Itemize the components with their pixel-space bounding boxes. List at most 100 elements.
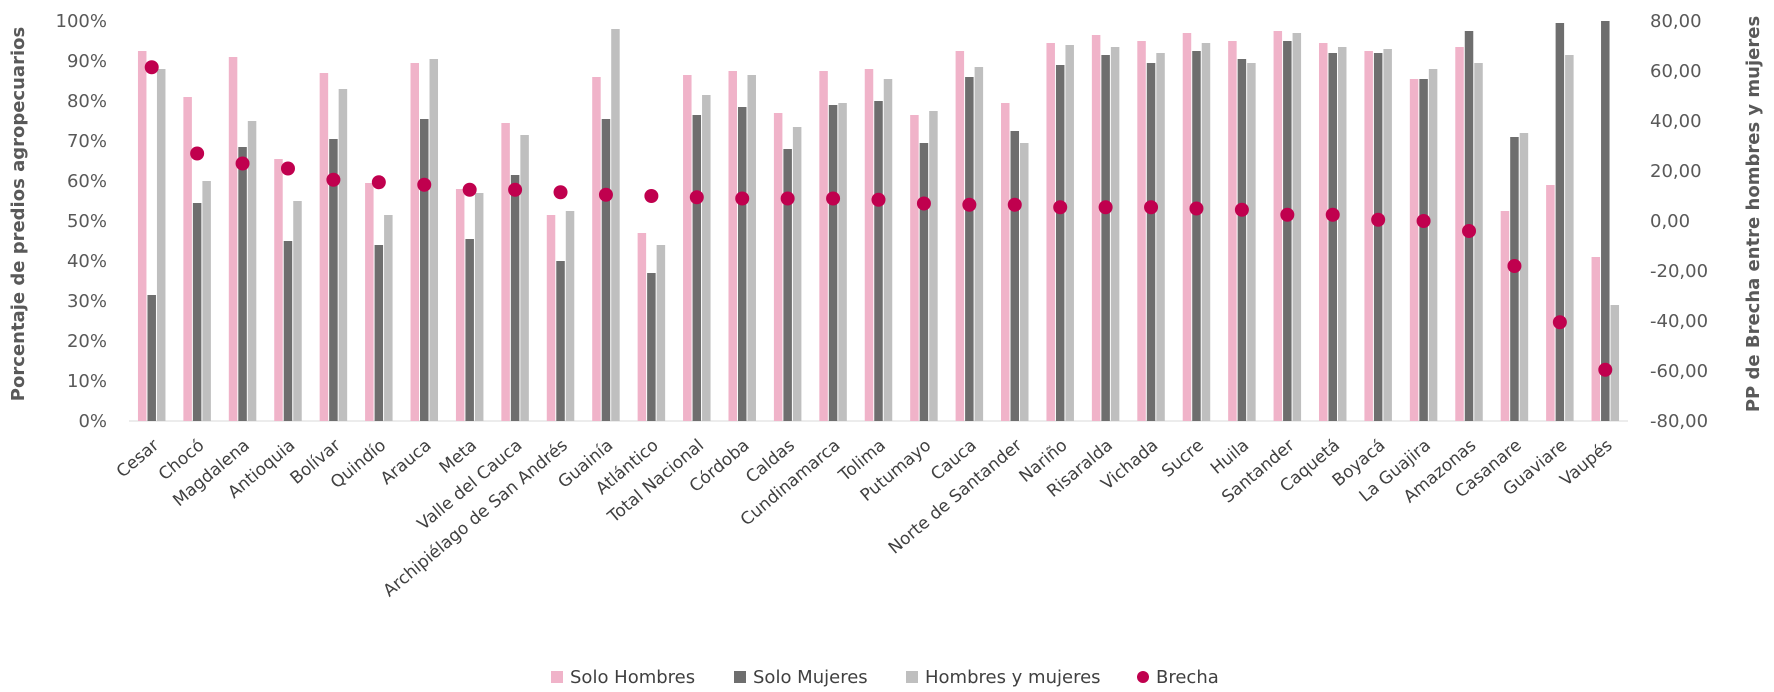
bar-solo-hombres	[228, 57, 238, 421]
bar-solo-hombres	[1591, 257, 1601, 421]
bar-solo-mujeres	[283, 241, 293, 421]
brecha-point	[144, 60, 159, 75]
bar-hombres-y-mujeres	[156, 69, 166, 421]
brecha-point	[962, 197, 977, 212]
legend-swatch	[906, 671, 918, 683]
brecha-point	[1416, 214, 1431, 228]
bar-hombres-y-mujeres	[883, 79, 893, 421]
brecha-point	[1053, 200, 1068, 215]
category-labels: CesarChocóMagdalenaAntioquiaBolívarQuind…	[113, 435, 1617, 601]
bar-solo-hombres	[365, 183, 374, 421]
bar-hombres-y-mujeres	[1065, 45, 1074, 421]
bar-hombres-y-mujeres	[1610, 305, 1620, 421]
bar-solo-hombres	[1364, 51, 1373, 421]
bar-solo-mujeres	[874, 101, 883, 421]
y2-axis-title: PP de Brecha entre hombres y mujeres	[1743, 16, 1764, 412]
bar-solo-hombres	[637, 233, 647, 421]
bar-solo-mujeres	[1055, 65, 1065, 421]
y2-tick-label: 0,00	[1650, 211, 1690, 232]
bar-solo-hombres	[137, 51, 147, 421]
bar-solo-mujeres	[465, 239, 474, 421]
brecha-point	[1007, 197, 1022, 212]
bar-solo-hombres	[1546, 185, 1555, 421]
bar-hombres-y-mujeres	[1565, 55, 1574, 421]
brecha-point	[280, 161, 295, 176]
brecha-point	[1325, 207, 1340, 222]
bar-hombres-y-mujeres	[656, 245, 666, 421]
bar-solo-hombres	[773, 113, 783, 421]
legend-swatch	[734, 671, 746, 683]
bar-solo-hombres	[455, 189, 465, 421]
bar-solo-mujeres	[556, 261, 565, 421]
bar-solo-mujeres	[329, 139, 338, 421]
bar-solo-hombres	[1182, 33, 1192, 421]
bar-hombres-y-mujeres	[1292, 33, 1302, 421]
brecha-point	[1189, 201, 1204, 216]
bar-solo-hombres	[819, 71, 828, 421]
bar-hombres-y-mujeres	[338, 89, 348, 421]
bar-hombres-y-mujeres	[1110, 47, 1120, 421]
bar-solo-mujeres	[1373, 53, 1383, 421]
bar-solo-mujeres	[374, 245, 384, 421]
category-label: Sucre	[1158, 436, 1208, 482]
brecha-point	[235, 156, 250, 171]
y2-tick-label: -40,00	[1650, 311, 1708, 332]
legend-label: Hombres y mujeres	[925, 667, 1101, 688]
bar-solo-mujeres	[1192, 51, 1201, 421]
brecha-point	[644, 189, 659, 203]
brecha-point	[371, 175, 386, 190]
bar-hombres-y-mujeres	[974, 67, 984, 421]
brecha-point	[1234, 202, 1249, 217]
bar-hombres-y-mujeres	[1201, 43, 1211, 421]
bar-hombres-y-mujeres	[474, 193, 484, 421]
bar-solo-hombres	[728, 71, 737, 421]
y-tick-label: 90%	[67, 51, 107, 72]
bar-solo-hombres	[1500, 211, 1510, 421]
bar-solo-hombres	[1273, 31, 1283, 421]
bar-solo-hombres	[1046, 43, 1055, 421]
bar-solo-mujeres	[783, 149, 792, 421]
bar-solo-mujeres	[147, 295, 156, 421]
bar-solo-hombres	[410, 63, 420, 421]
bar-solo-hombres	[1455, 47, 1464, 421]
brecha-point	[826, 191, 841, 206]
bar-solo-hombres	[1091, 35, 1101, 421]
points	[144, 60, 1613, 377]
bar-solo-hombres	[1318, 43, 1328, 421]
bar-solo-mujeres	[1237, 59, 1247, 421]
bar-solo-hombres	[955, 51, 965, 421]
category-label: Cesar	[113, 436, 163, 483]
bar-solo-mujeres	[510, 175, 520, 421]
bar-hombres-y-mujeres	[293, 201, 302, 421]
y2-tick-label: -80,00	[1650, 411, 1708, 432]
brecha-point	[1144, 200, 1159, 215]
bar-solo-hombres	[910, 115, 919, 421]
brecha-point	[1598, 362, 1613, 377]
brecha-point	[508, 182, 523, 197]
brecha-point	[916, 196, 931, 211]
bar-hombres-y-mujeres	[611, 29, 620, 421]
bar-solo-mujeres	[420, 119, 429, 421]
bar-solo-hombres	[319, 73, 329, 421]
bar-hombres-y-mujeres	[1383, 49, 1392, 421]
y2-tick-label: -60,00	[1650, 361, 1708, 382]
bar-solo-mujeres	[919, 143, 929, 421]
brecha-point	[689, 190, 704, 205]
y-tick-label: 70%	[67, 131, 107, 152]
y2-tick-label: 80,00	[1650, 11, 1702, 32]
y-tick-label: 50%	[67, 211, 107, 232]
brecha-point	[1462, 224, 1477, 238]
y-tick-label: 20%	[67, 331, 107, 352]
y-tick-label: 30%	[67, 291, 107, 312]
bar-solo-hombres	[183, 97, 192, 421]
category-label: Arauca	[377, 436, 435, 490]
brecha-point	[871, 192, 886, 207]
bar-hombres-y-mujeres	[1337, 47, 1347, 421]
bar-hombres-y-mujeres	[1020, 143, 1029, 421]
bar-hombres-y-mujeres	[1428, 69, 1438, 421]
bar-solo-mujeres	[1010, 131, 1020, 421]
bar-solo-mujeres	[965, 77, 974, 421]
y-tick-label: 0%	[78, 411, 107, 432]
y-tick-label: 40%	[67, 251, 107, 272]
bar-solo-hombres	[501, 123, 510, 421]
